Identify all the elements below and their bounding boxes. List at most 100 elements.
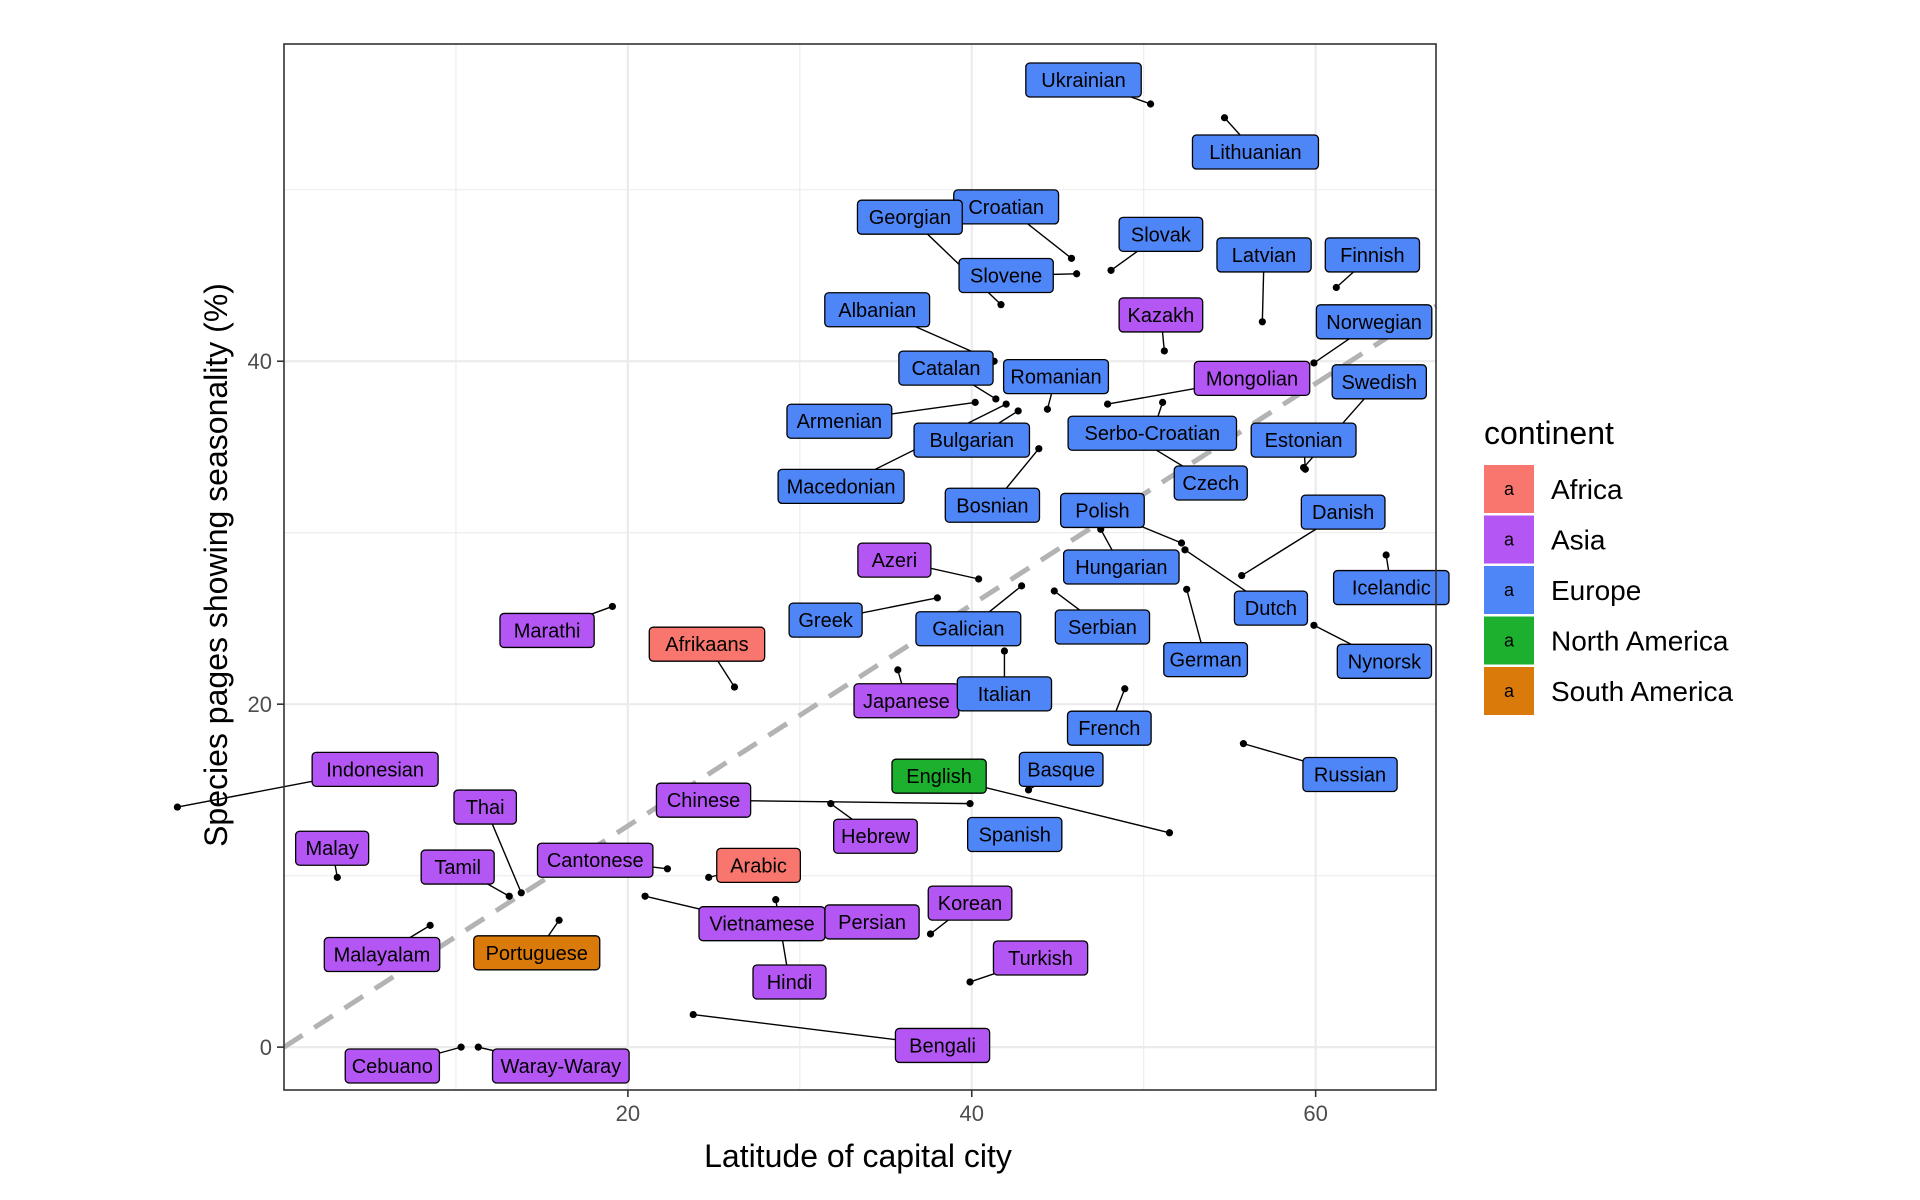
label-malayalam: Malayalam — [323, 936, 441, 973]
label-box-malayalam — [323, 936, 441, 973]
label-box-latvian — [1216, 237, 1312, 273]
label-text-galician: Galician — [932, 619, 1004, 641]
point-kazakh — [1160, 347, 1168, 355]
label-text-turkish: Turkish — [1008, 948, 1073, 970]
label-text-mongolian: Mongolian — [1206, 368, 1298, 390]
label-box-hindi — [752, 964, 827, 1000]
point-bosnian — [1035, 445, 1043, 453]
label-box-kazakh — [1118, 297, 1204, 333]
label-hindi: Hindi — [752, 964, 827, 1000]
point-vietnamese — [641, 892, 649, 900]
label-text-norwegian: Norwegian — [1326, 312, 1422, 334]
legend-label-north-america: North America — [1551, 626, 1729, 657]
label-korean: Korean — [927, 885, 1013, 921]
point-german — [1183, 585, 1191, 593]
point-finnish — [1332, 283, 1340, 292]
label-box-marathi — [499, 612, 595, 649]
label-text-danish: Danish — [1312, 502, 1374, 524]
legend-swatch-north-america — [1484, 616, 1534, 665]
label-box-afrikaans — [648, 626, 766, 662]
label-bosnian: Bosnian — [944, 487, 1041, 523]
label-text-thai: Thai — [466, 797, 505, 819]
label-text-greek: Greek — [798, 610, 853, 632]
label-box-persian — [824, 904, 920, 940]
label-box-waray-waray — [491, 1048, 630, 1084]
legend-title: continent — [1484, 415, 1614, 451]
label-box-bengali — [894, 1027, 991, 1064]
label-box-cebuano — [344, 1048, 441, 1084]
label-greek: Greek — [788, 602, 863, 638]
label-bulgarian: Bulgarian — [913, 422, 1031, 458]
label-swedish: Swedish — [1331, 364, 1428, 400]
label-box-albanian — [824, 292, 931, 328]
label-box-portuguese — [473, 935, 601, 971]
label-text-french: French — [1078, 718, 1140, 740]
point-cebuano — [457, 1043, 465, 1051]
label-romanian: Romanian — [1002, 359, 1110, 395]
label-box-greek — [788, 602, 863, 638]
label-indonesian: Indonesian — [311, 751, 439, 787]
label-text-estonian: Estonian — [1265, 430, 1343, 452]
label-text-albanian: Albanian — [838, 300, 916, 322]
point-bengali — [689, 1010, 697, 1019]
label-box-arabic — [716, 847, 802, 884]
label-text-croatian: Croatian — [968, 197, 1044, 219]
label-tamil: Tamil — [420, 849, 495, 885]
point-galician — [1018, 582, 1026, 590]
label-box-icelandic — [1332, 569, 1450, 606]
point-marathi — [608, 602, 617, 611]
label-italian: Italian — [956, 676, 1053, 712]
label-text-slovene: Slovene — [970, 265, 1042, 287]
point-waray-waray — [474, 1043, 482, 1051]
label-text-lithuanian: Lithuanian — [1209, 142, 1301, 164]
label-turkish: Turkish — [992, 940, 1089, 976]
point-dutch — [1181, 546, 1189, 554]
label-box-catalan — [898, 350, 994, 386]
legend-swatch-europe — [1484, 566, 1534, 614]
point-georgian — [997, 301, 1005, 309]
label-serbo-croatian: Serbo-Croatian — [1067, 415, 1238, 451]
label-text-korean: Korean — [938, 893, 1003, 915]
label-german: German — [1163, 641, 1249, 678]
label-cebuano: Cebuano — [344, 1048, 441, 1084]
label-text-portuguese: Portuguese — [486, 943, 588, 965]
data-points — [173, 100, 1390, 1051]
label-latvian: Latvian — [1216, 237, 1312, 273]
label-box-thai — [453, 789, 518, 825]
label-text-ukrainian: Ukrainian — [1041, 70, 1125, 92]
legend-swatch-asia — [1484, 515, 1534, 564]
point-korean — [926, 930, 935, 938]
point-icelandic — [1382, 551, 1390, 559]
label-catalan: Catalan — [898, 350, 994, 386]
label-polish: Polish — [1059, 492, 1145, 529]
label-box-lithuanian — [1191, 134, 1320, 170]
label-box-indonesian — [311, 751, 439, 787]
point-macedonian — [1002, 400, 1010, 408]
label-lithuanian: Lithuanian — [1191, 134, 1320, 170]
label-text-bulgarian: Bulgarian — [930, 430, 1015, 452]
label-text-hindi: Hindi — [767, 972, 813, 994]
legend-item-north-america: a North America — [1484, 616, 1729, 665]
label-box-hungarian — [1062, 549, 1180, 585]
label-mongolian: Mongolian — [1193, 360, 1311, 397]
label-text-romanian: Romanian — [1010, 367, 1101, 389]
label-text-catalan: Catalan — [912, 358, 981, 380]
label-serbian: Serbian — [1054, 609, 1151, 645]
label-box-bosnian — [944, 487, 1041, 523]
legend-label-asia: Asia — [1551, 525, 1606, 556]
label-box-mongolian — [1193, 360, 1311, 397]
label-text-serbo-croatian: Serbo-Croatian — [1084, 423, 1220, 445]
label-text-english: English — [906, 766, 972, 788]
label-text-hungarian: Hungarian — [1075, 557, 1167, 579]
x-tick-label: 20 — [616, 1101, 640, 1126]
point-portuguese — [555, 916, 563, 924]
label-text-spanish: Spanish — [979, 825, 1051, 847]
label-text-bosnian: Bosnian — [956, 495, 1028, 517]
point-slovene — [1073, 270, 1081, 278]
label-text-basque: Basque — [1027, 759, 1095, 781]
label-text-arabic: Arabic — [730, 855, 787, 877]
label-croatian: Croatian — [953, 189, 1060, 225]
label-waray-waray: Waray-Waray — [491, 1048, 630, 1084]
label-text-german: German — [1169, 650, 1241, 672]
